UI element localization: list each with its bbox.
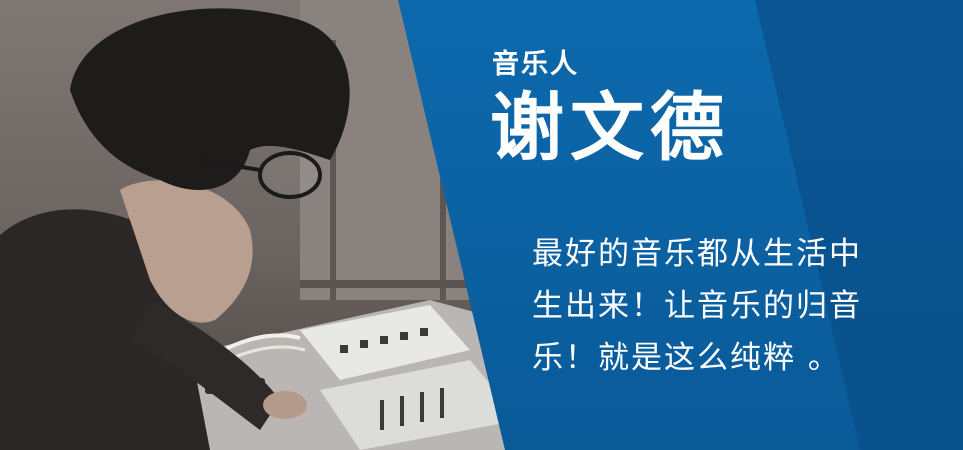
musician-label: 音乐人 (492, 49, 579, 80)
quote-line: 乐！就是这么纯粹 。 (532, 340, 841, 376)
quote-line: 生出来！让音乐的归音 (532, 288, 862, 324)
artist-name: 谢文德 (490, 85, 730, 171)
artist-quote: 最好的音乐都从生活中 生出来！让音乐的归音 乐！就是这么纯粹 。 (532, 228, 952, 384)
quote-line: 最好的音乐都从生活中 (532, 236, 862, 272)
